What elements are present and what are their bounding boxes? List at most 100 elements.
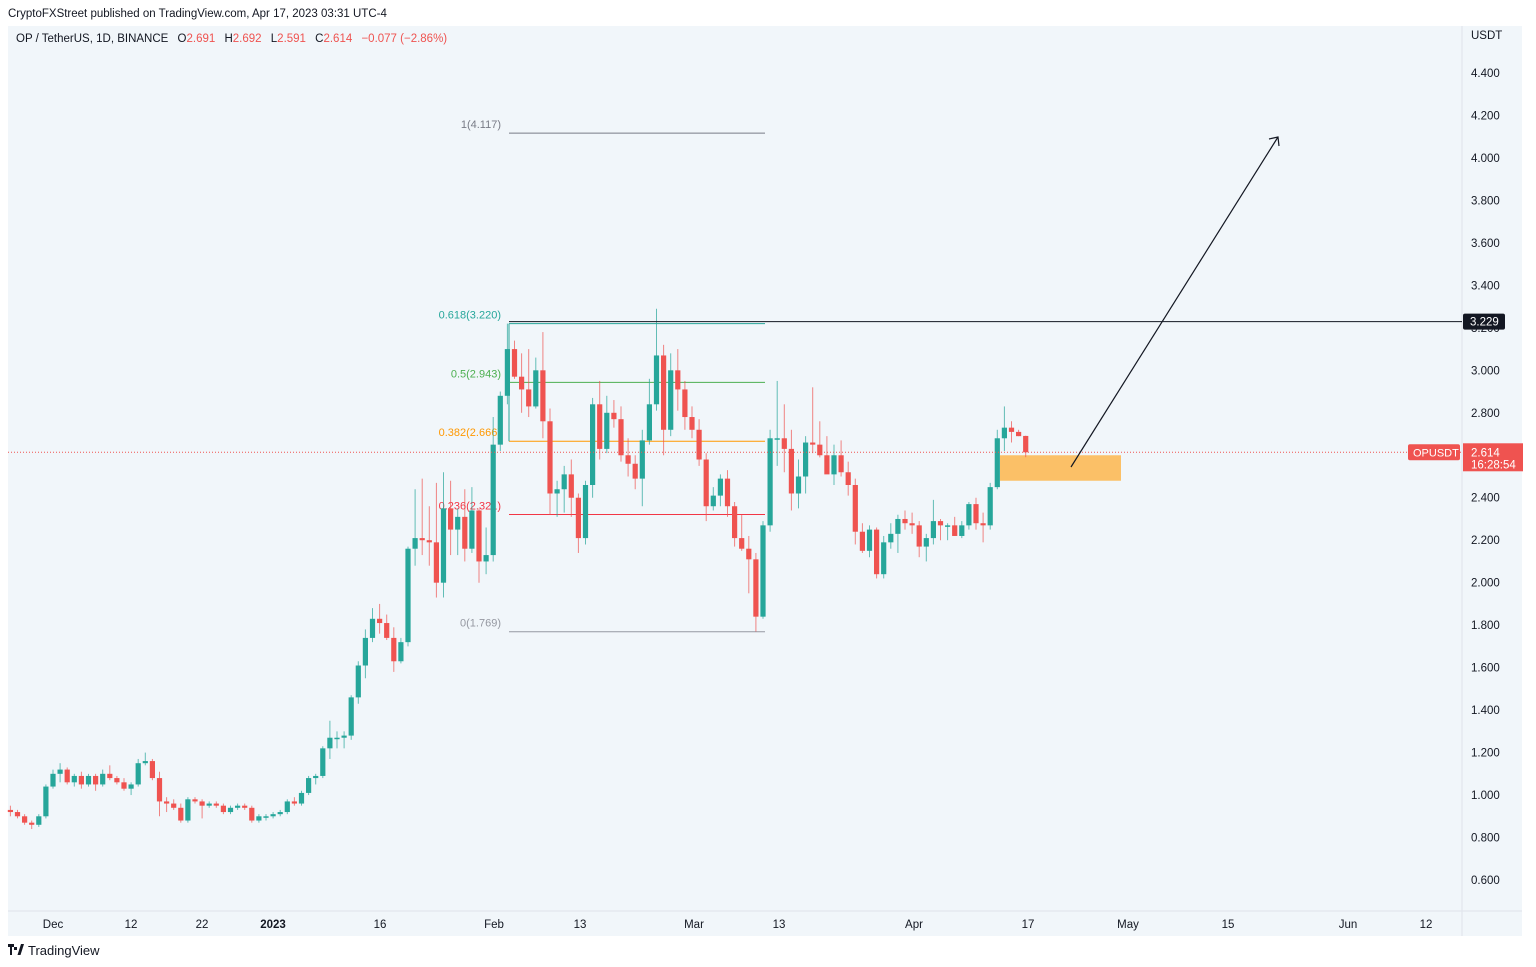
candle-body: [590, 404, 596, 485]
candle-body: [128, 784, 134, 789]
candle: [433, 482, 439, 598]
time-tick-label: May: [1117, 919, 1139, 931]
annotations[interactable]: [8, 136, 1462, 468]
candle: [377, 603, 383, 634]
candle-body: [199, 801, 205, 806]
candle-body: [114, 778, 120, 783]
price-axis-currency: USDT: [1471, 30, 1502, 42]
candle-body: [824, 455, 830, 475]
candle: [930, 499, 936, 545]
candle-body: [526, 389, 532, 407]
candle-body: [178, 807, 184, 821]
candle: [774, 380, 780, 466]
candle-body: [668, 370, 674, 430]
current-price-label: 2.614: [1471, 447, 1500, 459]
candle-body: [810, 442, 816, 445]
candle-body: [739, 538, 745, 549]
chart-pane[interactable]: [8, 26, 1522, 936]
candle-body: [433, 542, 439, 583]
candle-body: [43, 786, 49, 817]
candle-body: [817, 444, 823, 456]
candle-body: [753, 559, 759, 617]
candle-body: [220, 805, 226, 813]
fib-level-label: 0.618(3.220): [439, 310, 501, 322]
candle: [582, 480, 589, 545]
time-axis[interactable]: Dec 12 22 2023 16 Feb 13 Mar 13 Apr 17 May 15 Jun 12: [43, 919, 1433, 931]
trend-arrow-line[interactable]: [1070, 136, 1279, 468]
candle: [490, 417, 496, 562]
candle: [504, 323, 510, 405]
fib-level-label: 0.236(2.321): [439, 501, 501, 513]
candle: [57, 763, 63, 783]
candle-body: [213, 803, 219, 806]
candle-body: [980, 523, 986, 526]
candle: [568, 459, 574, 517]
candle-body: [377, 618, 383, 624]
candle-body: [937, 521, 944, 526]
candle: [149, 758, 155, 781]
candle: [526, 349, 532, 418]
fibonacci-retracement[interactable]: 1(4.117) 0.618(3.220) 0.5(2.943) 0.382(2.66…: [439, 119, 765, 633]
candle: [327, 720, 333, 759]
candle: [334, 731, 340, 749]
candle: [1023, 435, 1029, 458]
candle-body: [362, 637, 368, 666]
candle-body: [923, 538, 929, 547]
candle: [476, 508, 482, 583]
candle: [923, 533, 929, 562]
candle: [43, 784, 49, 819]
candle-body: [994, 438, 1000, 488]
symbol-name[interactable]: OP / TetherUS, 1D, BINANCE: [16, 33, 169, 45]
time-tick-label: 12: [125, 919, 138, 931]
support-zone[interactable]: [1000, 455, 1121, 481]
candle: [732, 501, 738, 547]
candle: [739, 514, 745, 551]
price-tick-label: 2.800: [1471, 408, 1500, 420]
tradingview-logo[interactable]: TradingView: [8, 943, 100, 958]
current-price-tag[interactable]: [1463, 443, 1523, 472]
time-tick-label: 15: [1222, 919, 1235, 931]
candle: [1001, 406, 1007, 452]
candle-body: [504, 349, 510, 396]
candle-body: [639, 440, 645, 479]
candle-body: [100, 773, 106, 785]
candles: [7, 308, 1029, 830]
candle-body: [859, 531, 865, 551]
candle: [795, 459, 802, 509]
candle-body: [519, 376, 525, 390]
candle: [497, 391, 503, 452]
candle: [597, 380, 603, 460]
candle: [405, 546, 411, 647]
candle: [952, 516, 958, 536]
candle-body: [561, 474, 567, 490]
open-label: O: [177, 33, 187, 45]
candle-body: [483, 555, 489, 562]
price-axis[interactable]: USDT4.4004.2004.0003.8003.6003.4003.2003…: [1408, 30, 1523, 887]
candle: [29, 820, 35, 830]
candle-body: [235, 805, 241, 808]
candle-body: [760, 525, 766, 617]
candle: [866, 525, 873, 558]
symbol-tag[interactable]: [1408, 444, 1460, 461]
candle-body: [57, 769, 63, 774]
candle-body: [717, 478, 723, 496]
price-tick-label: 1.600: [1471, 663, 1500, 675]
resistance-price-tag[interactable]: [1463, 313, 1505, 330]
candle-body: [93, 775, 99, 785]
candle-body: [270, 814, 276, 817]
candle: [227, 805, 234, 815]
candle: [618, 406, 624, 462]
candle: [462, 489, 468, 562]
candle-body: [227, 807, 234, 813]
candle: [7, 805, 13, 817]
candle-body: [448, 508, 454, 530]
fib-level-label: 0(1.769): [460, 618, 501, 630]
candle-body: [476, 510, 482, 562]
candle: [810, 387, 816, 454]
candle: [753, 552, 759, 632]
candle-body: [1001, 427, 1007, 439]
candle-body: [78, 775, 84, 785]
price-tick-label: 1.000: [1471, 790, 1500, 802]
support-zone-rect[interactable]: [1000, 455, 1121, 481]
